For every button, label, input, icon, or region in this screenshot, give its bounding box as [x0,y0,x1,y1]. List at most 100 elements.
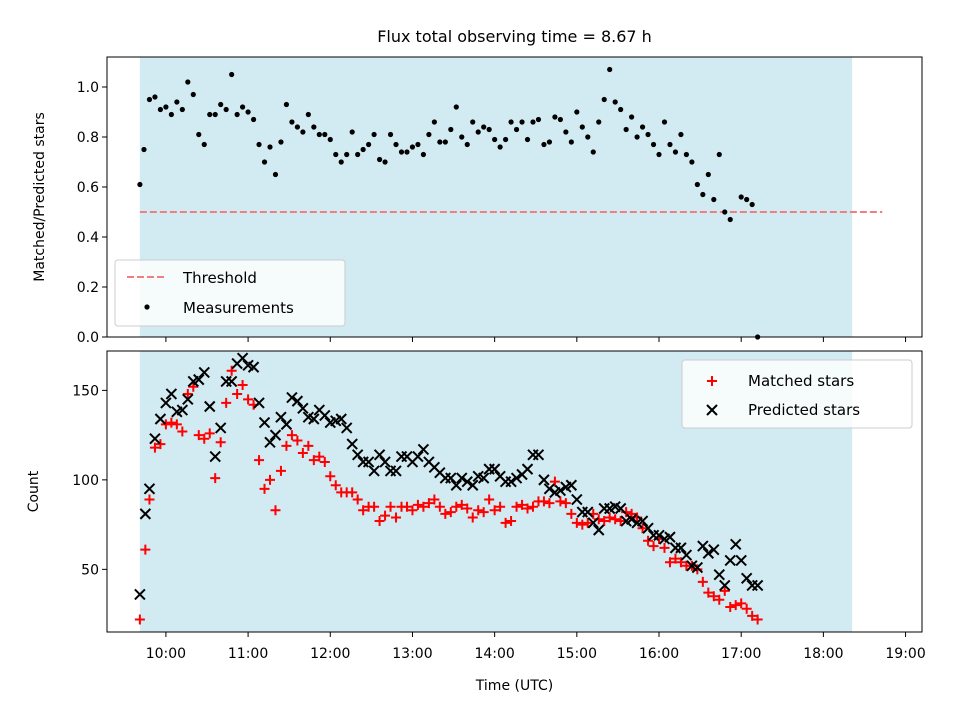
matched-star-point [560,498,571,509]
predicted-star-point [724,554,736,567]
matched-star-point [451,501,462,512]
measurement-point [355,151,361,158]
predicted-star-point [204,400,216,413]
matched-star-point [500,517,511,528]
measurement-point [618,106,624,113]
predicted-star-point [351,449,364,461]
matched-star-point [593,514,604,525]
legend-predicted-swatch [706,404,718,416]
matched-star-point [549,476,560,487]
matched-star-point [204,428,215,439]
predicted-star-point [319,409,331,422]
matched-star-point [577,519,588,530]
measurement-point [196,131,202,138]
predicted-star-point [751,579,764,592]
predicted-star-point [680,549,693,561]
measurement-point [442,139,448,145]
measurement-point [305,111,311,118]
measurement-point [387,131,394,138]
matched-star-point [281,440,292,451]
matched-star-point [423,498,434,509]
predicted-star-point [154,413,167,425]
measurement-point [497,144,503,150]
x-tick-label: 12:00 [310,646,350,662]
matched-star-point [434,501,445,512]
matched-star-point [637,523,648,534]
measurement-point [722,209,728,215]
matched-star-point [571,517,582,528]
matched-star-point [566,508,577,519]
x-tick-label: 13:00 [392,646,432,662]
measurement-point [711,196,717,203]
measurement-point [694,181,700,188]
predicted-star-point [456,472,468,484]
matched-star-point [265,474,275,485]
legend-label-matched: Matched stars [748,372,854,390]
measurement-point [431,119,437,125]
measurement-point [557,116,563,123]
measurement-point [590,149,596,155]
matched-star-point [511,501,522,512]
matched-star-point [730,600,741,611]
matched-star-point [555,496,566,507]
predicted-star-point [362,456,375,468]
x-axis-label: Time (UTC) [475,678,553,694]
matched-star-point [385,501,396,512]
matched-star-point [308,455,319,466]
measurement-point [689,159,695,165]
measurement-point [256,141,262,148]
y-tick-label: 0.8 [77,130,99,146]
matched-star-point [193,430,204,441]
measurement-point [623,126,629,133]
legend-matched-swatch [707,376,717,386]
measurement-point [492,136,498,143]
measurement-point [283,101,290,108]
measurement-point [744,196,750,203]
measurement-point [344,151,350,158]
predicted-star-point [719,579,731,592]
ratio-panel: 0.0 0.2 0.4 0.6 0.8 1.0 Flux total observing … [32,27,923,346]
predicted-star-point [275,411,287,423]
measurement-point [601,96,607,103]
x-tick-label: 15:00 [557,646,597,662]
measurement-point [376,156,383,163]
measurement-point [513,126,520,133]
measurement-point [470,119,476,125]
matched-star-point [243,394,254,405]
legend: Matched stars Predicted stars [681,359,913,429]
measurement-point [152,94,158,100]
matched-star-point [610,514,621,525]
measurement-point [546,139,553,145]
y-axis-label: Matched/Predicted stars [32,112,48,282]
matched-star-point [527,501,538,512]
matched-star-point [412,499,423,510]
measurement-point [568,139,574,145]
matched-star-point [160,419,171,430]
matched-star-point [149,442,160,453]
measurement-point [398,149,405,155]
measurement-point [426,131,432,138]
matched-star-point [478,507,489,518]
measurement-point [137,181,143,188]
matched-star-point [725,601,736,612]
matched-star-point [670,553,681,564]
legend-box [681,359,913,429]
matched-star-point [171,419,182,430]
predicted-star-point [614,502,627,515]
matched-star-point [391,512,402,523]
matched-star-point [544,498,555,509]
predicted-star-point [510,472,523,484]
measurement-point [141,146,147,153]
matched-star-point [330,480,341,491]
predicted-star-point [143,483,156,495]
predicted-star-point [593,524,605,536]
matched-star-point [495,501,506,512]
measurement-point [612,99,618,105]
matched-star-point [418,501,429,512]
measurement-point [639,124,646,130]
matched-star-point [319,456,330,467]
matched-star-point [325,471,336,482]
matched-star-point [144,494,155,505]
predicted-star-point [543,483,556,495]
measurement-point [311,124,317,130]
